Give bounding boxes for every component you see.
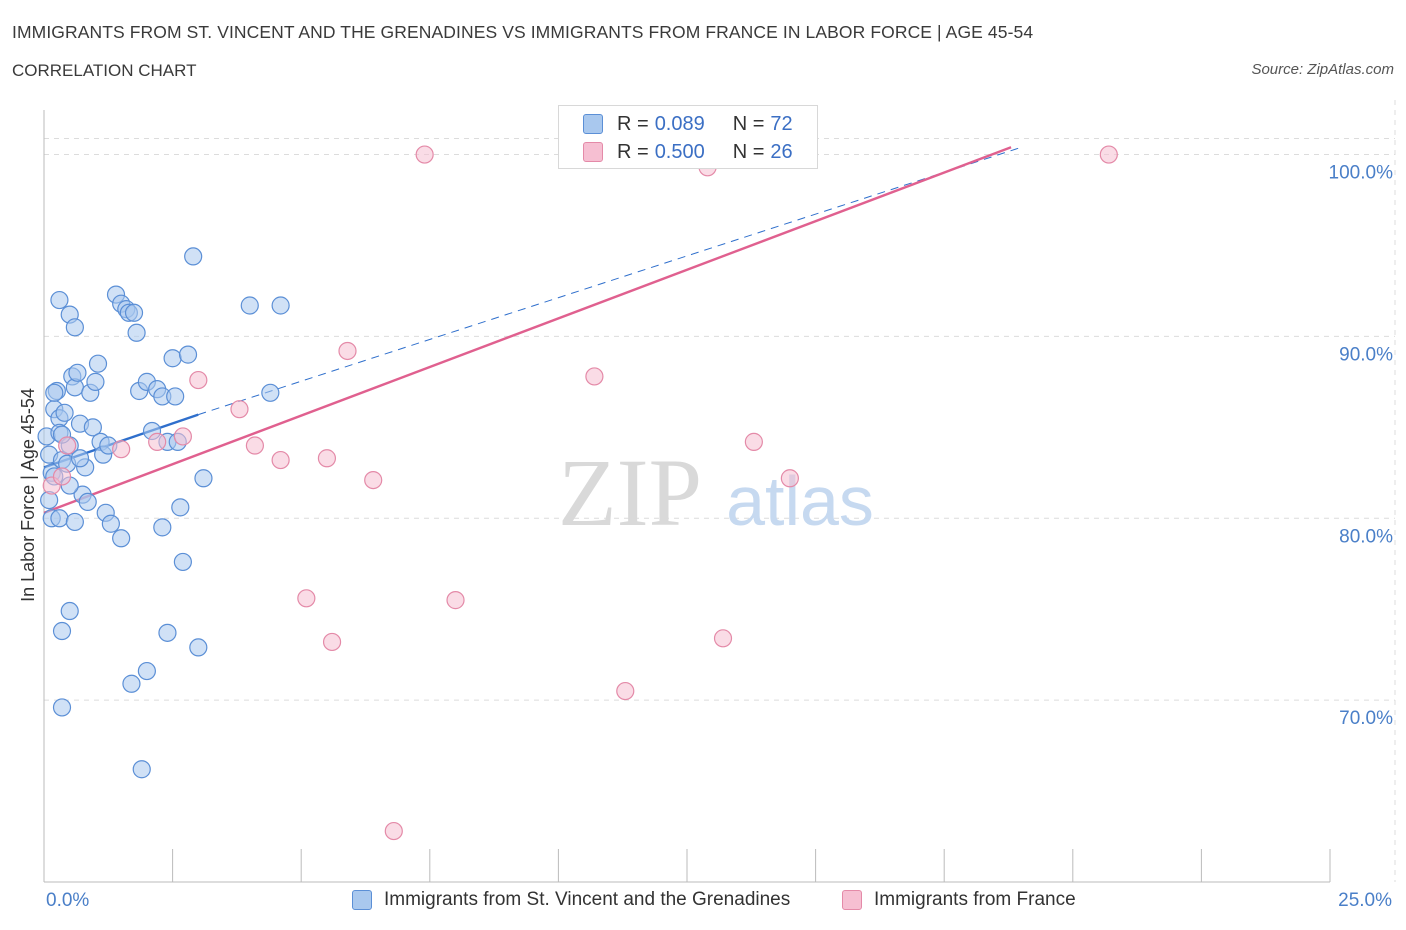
point-france xyxy=(230,400,249,419)
point-france xyxy=(713,629,733,648)
legend-swatch-blue xyxy=(352,890,372,910)
r-label-blue: R = xyxy=(617,112,649,135)
point-st-vincent xyxy=(261,383,280,402)
point-st-vincent xyxy=(86,372,105,391)
legend-label-france: Immigrants from France xyxy=(874,889,1076,910)
point-france xyxy=(317,449,337,468)
point-france xyxy=(338,341,357,361)
y-axis-label: In Labor Force | Age 45-54 xyxy=(18,388,38,602)
point-st-vincent xyxy=(78,492,97,512)
point-st-vincent xyxy=(65,318,84,337)
point-st-vincent xyxy=(45,383,64,402)
point-st-vincent xyxy=(83,418,102,437)
series-legend: Immigrants from St. Vincent and the Gren… xyxy=(0,889,1406,917)
point-france xyxy=(744,432,763,451)
point-st-vincent xyxy=(189,638,208,657)
trend-lines xyxy=(43,146,1022,514)
point-st-vincent xyxy=(166,387,185,406)
point-st-vincent xyxy=(173,552,192,572)
chart-subtitle: CORRELATION CHART xyxy=(12,61,197,80)
n-value-blue: 72 xyxy=(770,112,793,135)
point-st-vincent xyxy=(101,514,120,533)
correlation-legend: R = 0.089 N = 72 R = 0.500 N = 26 xyxy=(558,105,818,169)
point-st-vincent xyxy=(158,623,177,642)
point-st-vincent xyxy=(68,363,87,382)
point-st-vincent xyxy=(124,303,144,322)
legend-row-pink: R = 0.500 N = 26 xyxy=(583,138,793,166)
point-st-vincent xyxy=(112,529,131,548)
y-tick-label: 70.0% xyxy=(1339,708,1393,729)
trend-line-france xyxy=(43,146,1012,514)
point-st-vincent xyxy=(70,449,90,468)
legend-item-st-vincent: Immigrants from St. Vincent and the Gren… xyxy=(352,889,790,911)
n-value-pink: 26 xyxy=(770,140,793,163)
r-label-pink: R = xyxy=(617,140,649,163)
point-france xyxy=(52,467,72,486)
point-france xyxy=(322,632,342,652)
point-st-vincent xyxy=(153,518,172,537)
blue-swatch xyxy=(583,114,603,134)
point-france xyxy=(58,436,77,455)
legend-row-blue: R = 0.089 N = 72 xyxy=(583,110,793,138)
point-st-vincent xyxy=(194,469,213,488)
point-france xyxy=(446,591,465,610)
y-tick-label: 90.0% xyxy=(1339,344,1393,365)
point-france xyxy=(364,470,383,490)
r-value-blue: 0.089 xyxy=(654,112,705,135)
point-st-vincent xyxy=(137,661,156,681)
data-points xyxy=(37,145,1118,841)
point-st-vincent xyxy=(127,323,146,342)
pink-swatch xyxy=(583,142,603,162)
point-france xyxy=(271,450,290,470)
point-st-vincent xyxy=(60,601,79,621)
point-st-vincent xyxy=(50,290,69,310)
point-france xyxy=(585,367,604,386)
legend-swatch-pink xyxy=(842,890,862,910)
point-france xyxy=(173,427,192,446)
point-france xyxy=(112,440,131,459)
point-france xyxy=(189,370,208,390)
y-tick-label: 100.0% xyxy=(1329,163,1394,184)
point-st-vincent xyxy=(50,509,69,528)
point-st-vincent xyxy=(184,247,203,266)
point-france xyxy=(415,145,434,164)
point-st-vincent xyxy=(132,760,151,779)
point-france xyxy=(297,589,316,608)
point-st-vincent xyxy=(52,621,72,641)
point-st-vincent xyxy=(271,296,290,315)
x-tick-min: 0.0% xyxy=(46,890,90,911)
point-france xyxy=(148,432,167,451)
point-france xyxy=(616,681,635,701)
legend-label-st-vincent: Immigrants from St. Vincent and the Gren… xyxy=(384,889,791,910)
point-france xyxy=(780,469,799,488)
legend-item-france: Immigrants from France xyxy=(842,889,1076,911)
point-st-vincent xyxy=(88,354,108,373)
point-st-vincent xyxy=(65,512,84,532)
x-tick-max: 25.0% xyxy=(1338,890,1392,911)
point-st-vincent xyxy=(55,403,74,422)
watermark-atlas: atlas xyxy=(726,462,874,540)
grid-lines xyxy=(44,100,1396,882)
y-tick-label: 80.0% xyxy=(1339,526,1393,547)
point-st-vincent xyxy=(122,674,141,693)
point-france xyxy=(245,436,265,455)
trend-line-st-vincent xyxy=(198,146,1022,416)
point-st-vincent xyxy=(171,498,190,517)
y-tick-labels: 70.0% 80.0% 90.0% 100.0% xyxy=(1329,163,1394,730)
source-credit: Source: ZipAtlas.com xyxy=(1251,61,1394,78)
point-st-vincent xyxy=(178,345,198,364)
watermark-zip: ZIP xyxy=(558,439,702,546)
point-france xyxy=(384,821,403,841)
r-value-pink: 0.500 xyxy=(654,140,705,163)
chart-title: IMMIGRANTS FROM ST. VINCENT AND THE GREN… xyxy=(12,22,1034,42)
point-st-vincent xyxy=(240,296,259,315)
n-label-blue: N = xyxy=(732,112,765,135)
point-st-vincent xyxy=(52,698,72,717)
point-france xyxy=(1099,145,1118,164)
n-label-pink: N = xyxy=(732,140,765,163)
point-st-vincent xyxy=(163,349,182,368)
